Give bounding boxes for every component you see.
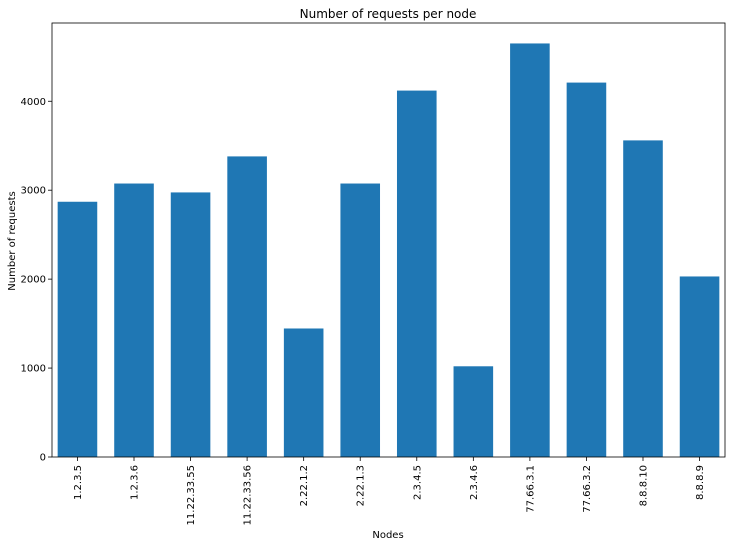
- x-tick-label: 11.22.33.55: [186, 465, 197, 525]
- x-tick-label: 2.3.4.6: [469, 465, 480, 500]
- x-tick-label: 2.22.1.3: [356, 465, 367, 506]
- x-tick-label: 2.3.4.5: [412, 465, 423, 500]
- bar-1.2.3.6: [114, 183, 154, 457]
- x-tick-label: 77.66.3.2: [582, 465, 593, 513]
- x-axis-ticks: 1.2.3.5 1.2.3.6 11.22.33.55 11.22.33.56 2.22…: [73, 457, 706, 525]
- x-axis-label: Nodes: [372, 530, 403, 541]
- bar-11.22.33.55: [170, 192, 211, 457]
- x-tick-label: 11.22.33.56: [243, 465, 254, 525]
- x-tick-label: 1.2.3.6: [130, 465, 141, 500]
- bar-77.66.3.1: [510, 43, 550, 457]
- bar-77.66.3.2: [566, 82, 607, 458]
- bar-8.8.8.10: [623, 140, 663, 458]
- x-tick-label: 1.2.3.5: [73, 465, 84, 500]
- bar-8.8.8.9: [679, 276, 720, 457]
- bar-2.3.4.5: [396, 90, 437, 458]
- y-tick-label: 1000: [21, 364, 46, 375]
- x-tick-label: 2.22.1.2: [299, 465, 310, 506]
- x-tick-label: 8.8.8.9: [695, 465, 706, 500]
- plot-area-frame: [51, 22, 726, 458]
- bar-2.22.1.2: [283, 328, 324, 457]
- y-tick-label: 4000: [21, 97, 46, 108]
- x-tick-label: 8.8.8.10: [638, 465, 649, 506]
- y-axis-ticks: 0 1000 2000 3000 4000: [21, 97, 52, 464]
- bar-11.22.33.56: [227, 156, 267, 457]
- bar-1.2.3.5: [57, 201, 98, 457]
- bar-2.3.4.6: [453, 366, 494, 457]
- bar-2.22.1.3: [340, 183, 381, 457]
- y-tick-label: 0: [40, 453, 46, 464]
- y-tick-label: 2000: [21, 275, 46, 286]
- bars-group: [57, 43, 720, 458]
- y-tick-label: 3000: [21, 186, 46, 197]
- y-axis-label: Number of requests: [7, 191, 18, 290]
- chart-title: Number of requests per node: [300, 7, 477, 21]
- x-tick-label: 77.66.3.1: [525, 465, 536, 513]
